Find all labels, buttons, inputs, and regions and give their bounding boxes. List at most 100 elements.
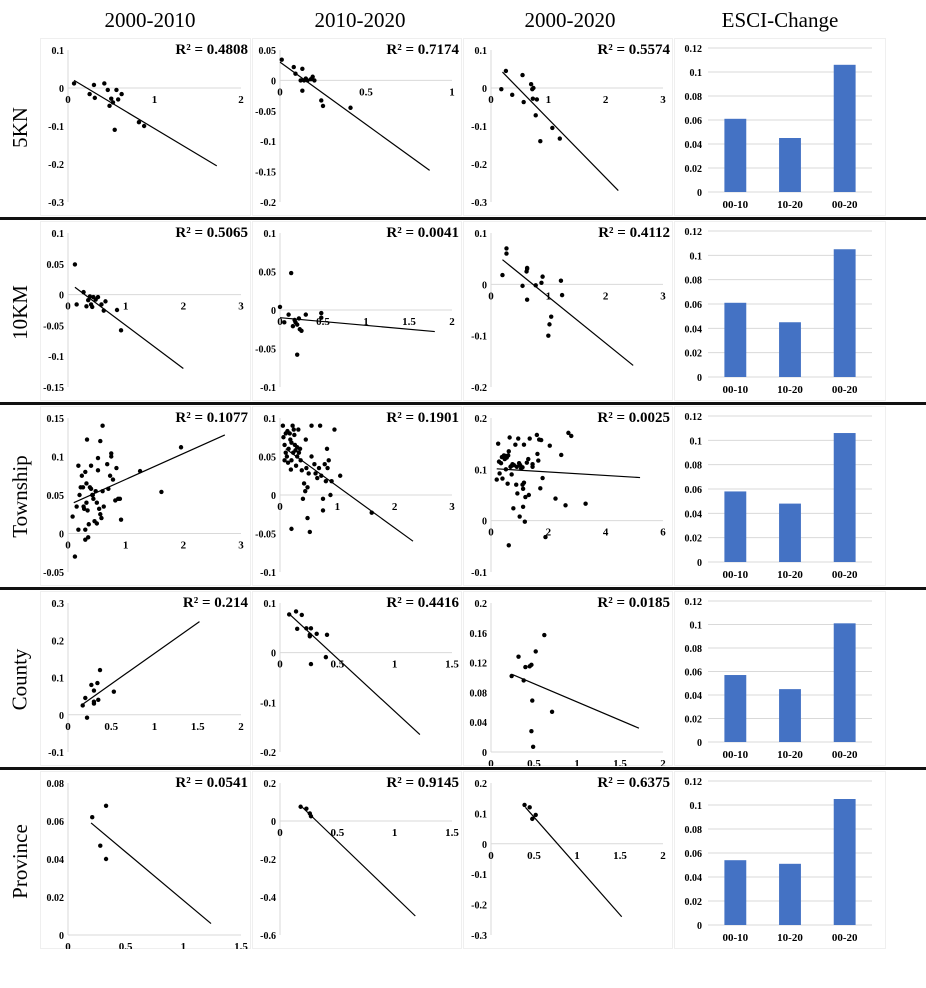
- data-point: [524, 266, 530, 272]
- data-point: [103, 299, 108, 304]
- chart-border: [463, 38, 673, 216]
- data-point: [296, 450, 302, 455]
- y-tick-label: -0.05: [43, 321, 64, 332]
- y-tick-label: 0: [271, 649, 276, 660]
- scatter-chart: 0.1 0 -0.1 -0.2 0 0.5 1 1.5 R² = 0.4416: [252, 591, 462, 766]
- panel-10km-2000-2010: 0.1 0.05 0 -0.05 -0.1 -0.15 0 1 2 3 R² = 0.5065: [40, 221, 251, 401]
- y-tick-label: 0.05: [259, 46, 277, 57]
- panel-province-2000-2010: 0.08 0.06 0.04 0.02 0 0 0.5 1 1.5 R² = 0.0541: [40, 771, 251, 953]
- data-point: [536, 458, 541, 463]
- data-point: [495, 441, 501, 446]
- data-point: [110, 477, 116, 482]
- bar-chart: 0.12 0.1 0.08 0.06 0.04 0.02 0 00-10 10-20 00-20: [674, 591, 886, 766]
- bar-chart: 0.12 0.1 0.08 0.06 0.04 0.02 0 00-10 10-20 00-20: [674, 771, 886, 949]
- data-point: [299, 612, 304, 618]
- data-point: [293, 609, 299, 614]
- data-point: [94, 521, 100, 526]
- data-point: [549, 709, 555, 714]
- data-point: [293, 71, 298, 76]
- panel-10km-2000-2020: 0.10-0.1-0.20123R² = 0.4112: [463, 221, 673, 401]
- data-point: [559, 292, 565, 298]
- y-tick-label: 0: [59, 291, 64, 302]
- data-point: [515, 491, 520, 496]
- data-point: [115, 97, 121, 102]
- data-point: [558, 278, 564, 283]
- chart-border: [40, 771, 251, 949]
- y-tick-label: -0.1: [48, 352, 64, 363]
- y-tick-label: -0.1: [260, 568, 276, 579]
- r-squared-label: R² = 0.9145: [386, 775, 459, 791]
- x-tick-label: 2: [603, 290, 609, 302]
- y-tick-label: -0.1: [471, 568, 487, 579]
- y-tick-label: 0.04: [685, 324, 703, 335]
- y-tick-label: 0.1: [52, 46, 65, 57]
- data-point: [322, 462, 327, 467]
- data-point: [290, 423, 295, 428]
- x-tick-label: 1.5: [445, 827, 459, 839]
- y-tick-label: 0.1: [475, 465, 488, 476]
- data-point: [309, 454, 314, 459]
- data-point: [527, 436, 532, 441]
- x-category-label: 00-10: [722, 932, 748, 944]
- data-point: [524, 460, 530, 465]
- y-tick-label: 0.16: [470, 629, 488, 640]
- data-point: [523, 494, 528, 500]
- data-point: [87, 91, 92, 97]
- y-tick-label: 0.06: [685, 300, 703, 311]
- data-point: [530, 816, 535, 822]
- data-point: [95, 455, 101, 461]
- data-point: [338, 473, 343, 478]
- data-point: [280, 423, 286, 428]
- chart-border: [252, 221, 462, 401]
- row-label-county: County: [2, 591, 38, 767]
- scatter-chart: 0.15 0.1 0.05 0 -0.05 0 1 2 3 R² = 0.1077: [40, 406, 251, 586]
- data-point: [291, 64, 296, 70]
- data-point: [530, 96, 536, 101]
- y-tick-label: -0.1: [48, 122, 64, 133]
- data-point: [308, 814, 314, 819]
- x-tick-label: 1.5: [613, 758, 627, 766]
- data-point: [538, 139, 543, 144]
- data-point: [286, 446, 291, 451]
- data-point: [85, 508, 90, 513]
- data-point: [102, 81, 107, 86]
- data-point: [557, 136, 562, 141]
- y-tick-label: 0.05: [47, 260, 65, 271]
- data-point: [514, 464, 519, 469]
- x-tick-label: 2: [238, 94, 244, 106]
- panel-province-2000-2020: 0.2 0.1 0 -0.1 -0.2 -0.3 0 0.5 1 1.5 2 R² = 0.6375: [463, 771, 673, 949]
- x-tick-label: 1.5: [402, 316, 416, 328]
- trendline: [90, 822, 212, 925]
- y-tick-label: 0: [697, 738, 702, 749]
- y-tick-label: 0.1: [264, 599, 277, 610]
- data-point: [524, 297, 530, 302]
- data-point: [81, 506, 87, 512]
- row-label-township: Township: [2, 406, 38, 586]
- y-tick-label: 0.08: [685, 461, 703, 472]
- data-point: [521, 99, 526, 105]
- data-point: [310, 74, 315, 79]
- data-point: [527, 805, 532, 810]
- x-tick-label: 1: [123, 540, 128, 552]
- data-point: [87, 294, 93, 299]
- column-header-2000-2020: 2000-2020: [524, 8, 616, 32]
- bar: [779, 689, 801, 742]
- x-tick-label: 0: [488, 94, 494, 106]
- data-point: [118, 517, 124, 522]
- data-point: [323, 478, 329, 484]
- data-point: [303, 312, 308, 317]
- data-point: [290, 323, 296, 329]
- chart-border: [252, 591, 462, 766]
- y-tick-label: -0.15: [255, 168, 276, 179]
- data-point: [535, 451, 540, 457]
- data-point: [503, 467, 509, 472]
- data-point: [583, 501, 588, 506]
- data-point: [550, 125, 555, 131]
- data-point: [295, 322, 300, 327]
- y-tick-label: 0: [697, 921, 702, 932]
- y-tick-label: 0.04: [685, 691, 703, 702]
- x-tick-label: 1: [181, 941, 187, 949]
- y-tick-label: -0.3: [471, 198, 487, 209]
- data-point: [282, 320, 287, 325]
- y-tick-label: -0.1: [471, 122, 487, 133]
